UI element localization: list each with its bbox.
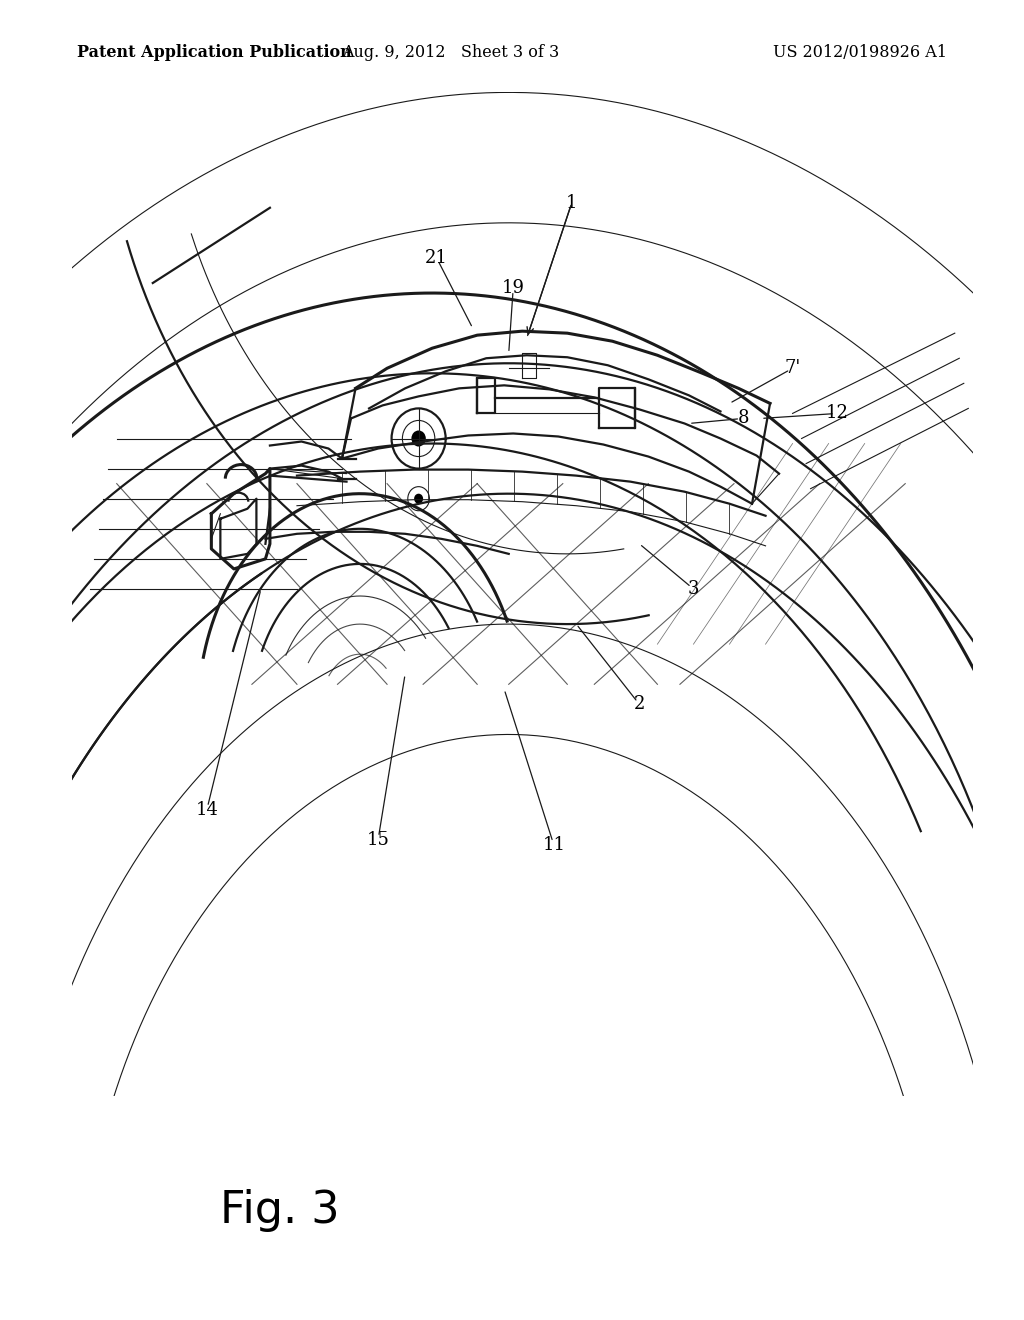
Text: 3: 3 — [688, 579, 699, 598]
Circle shape — [412, 430, 426, 446]
Text: Patent Application Publication: Patent Application Publication — [77, 45, 351, 61]
Text: 21: 21 — [425, 249, 449, 267]
Text: 2: 2 — [634, 696, 645, 713]
Text: 11: 11 — [543, 836, 565, 854]
Circle shape — [414, 494, 423, 504]
Text: 19: 19 — [502, 279, 524, 297]
Text: 12: 12 — [826, 404, 849, 422]
Text: 14: 14 — [196, 801, 218, 818]
Text: 15: 15 — [367, 830, 389, 849]
Text: US 2012/0198926 A1: US 2012/0198926 A1 — [773, 45, 947, 61]
Text: 1: 1 — [566, 194, 578, 211]
Text: 7': 7' — [784, 359, 801, 378]
Text: Fig. 3: Fig. 3 — [220, 1189, 340, 1232]
Text: Aug. 9, 2012   Sheet 3 of 3: Aug. 9, 2012 Sheet 3 of 3 — [342, 45, 559, 61]
Text: 8: 8 — [737, 409, 749, 428]
